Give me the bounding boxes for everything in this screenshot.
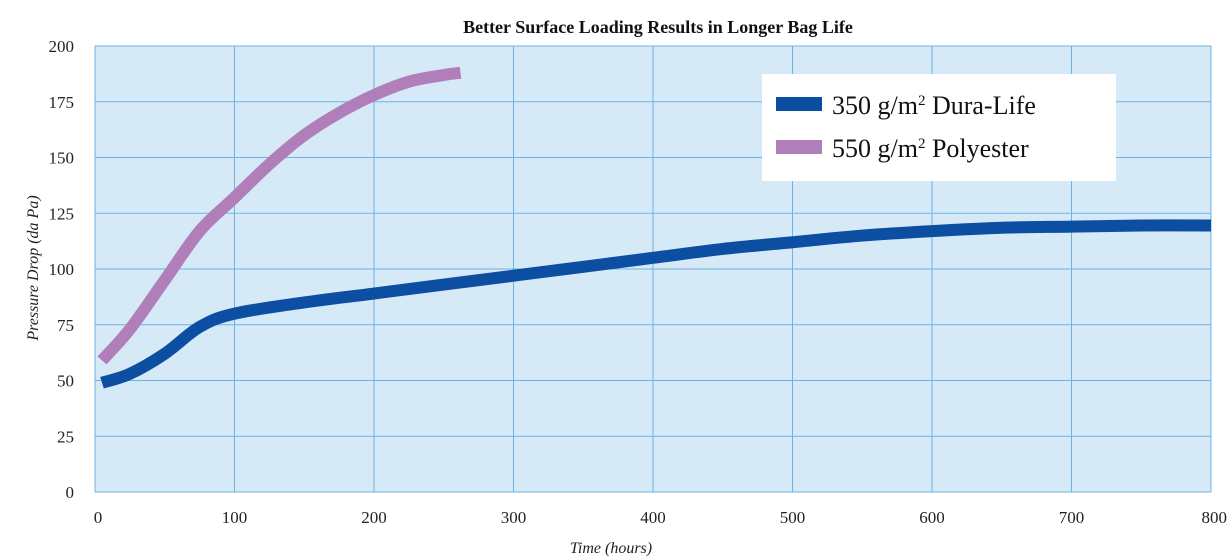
y-tick-label: 50 (57, 372, 74, 391)
x-tick-label: 400 (640, 508, 666, 527)
y-axis-ticks: 0 25 50 75 100 125 150 175 200 (49, 37, 75, 502)
legend: 350 g/m2 Dura-Life 550 g/m2 Polyester (762, 74, 1116, 181)
series-line-1 (100, 219, 1212, 389)
legend-swatch (776, 140, 822, 154)
y-tick-label: 75 (57, 316, 74, 335)
y-tick-label: 200 (49, 37, 75, 56)
legend-label: 550 g/m2 Polyester (832, 134, 1029, 163)
legend-box (762, 74, 1116, 181)
y-tick-label: 125 (49, 204, 75, 223)
series-line-2 (97, 66, 462, 365)
x-axis-label: Time (hours) (570, 540, 652, 557)
x-tick-label: 500 (780, 508, 806, 527)
y-tick-label: 0 (66, 483, 75, 502)
y-tick-label: 100 (49, 260, 75, 279)
x-axis-ticks: 0 100 200 300 400 500 600 700 800 (94, 508, 1227, 527)
x-tick-label: 100 (222, 508, 248, 527)
series-lines (97, 66, 1212, 389)
y-tick-label: 150 (49, 149, 75, 168)
x-tick-label: 600 (919, 508, 945, 527)
x-tick-label: 0 (94, 508, 103, 527)
x-tick-label: 200 (361, 508, 387, 527)
x-tick-label: 700 (1059, 508, 1085, 527)
legend-label: 350 g/m2 Dura-Life (832, 91, 1036, 120)
x-tick-label: 800 (1202, 508, 1227, 527)
legend-swatch (776, 97, 822, 111)
y-tick-label: 175 (49, 93, 75, 112)
y-tick-label: 25 (57, 427, 74, 446)
x-tick-label: 300 (501, 508, 527, 527)
y-axis-label: Pressure Drop (da Pa) (25, 195, 42, 341)
chart-title: Better Surface Loading Results in Longer… (463, 17, 853, 37)
